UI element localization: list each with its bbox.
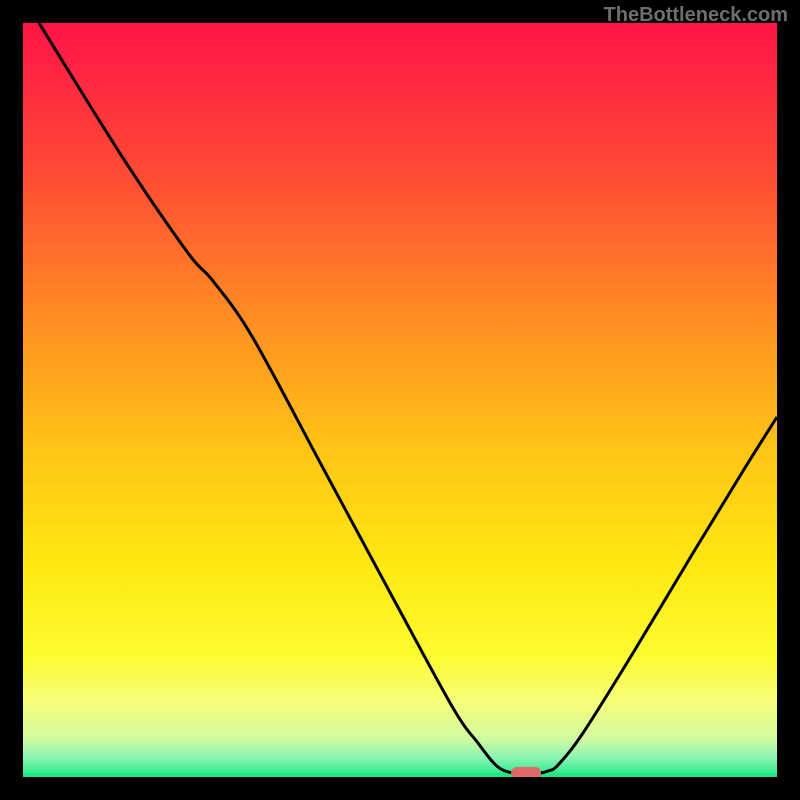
chart-container: TheBottleneck.com xyxy=(0,0,800,800)
watermark-text: TheBottleneck.com xyxy=(604,4,788,27)
chart-svg xyxy=(23,23,777,777)
gradient-background xyxy=(23,23,777,777)
plot-area xyxy=(23,23,777,777)
optimal-marker xyxy=(511,767,541,777)
bottom-band xyxy=(23,773,777,777)
